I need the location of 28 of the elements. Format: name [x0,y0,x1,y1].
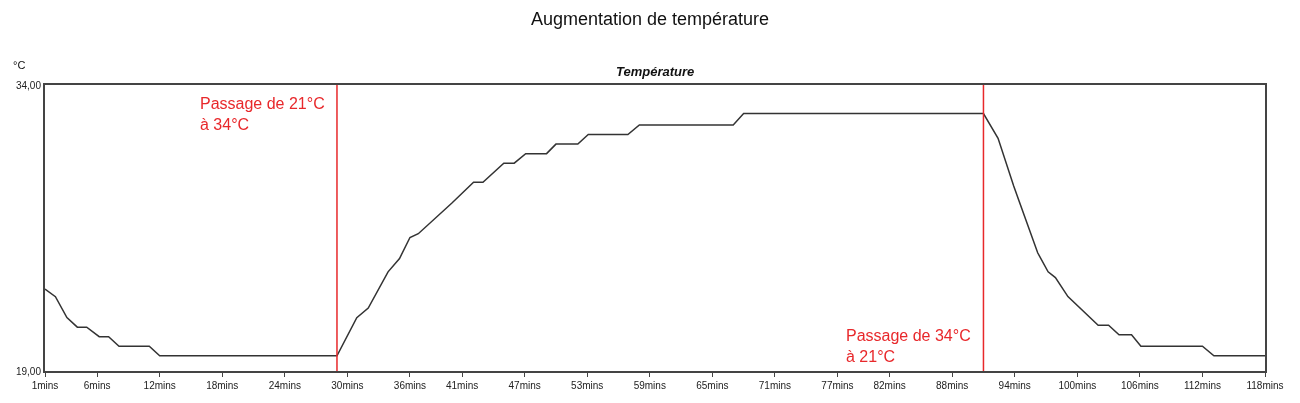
x-tick-label: 82mins [873,380,906,391]
x-tick-label: 77mins [821,380,854,391]
y-tick-label: 19,00 [15,365,42,377]
x-tick-label: 24mins [268,380,301,391]
ref-line-label: Passage de 21°C à 34°C [200,95,325,133]
x-tick-label: 30mins [331,380,364,391]
x-tick-label: 47mins [508,380,541,391]
ref-line-label: Passage de 34°C à 21°C [846,327,971,365]
x-tick-label: 59mins [633,380,666,391]
x-tick-label: 18mins [206,380,239,391]
x-tick-label: 36mins [393,380,427,391]
x-tick-label: 65mins [696,380,729,391]
chart-subtitle: Température [616,64,695,79]
x-tick-label: 71mins [758,380,792,391]
x-tick-label: 88mins [936,380,969,391]
x-tick-label: 106mins [1120,380,1159,391]
x-tick-label: 100mins [1058,380,1097,391]
chart-title: Augmentation de température [530,8,770,29]
x-tick-label: 112mins [1183,380,1221,391]
x-tick-label: 118mins [1246,380,1284,391]
x-tick-label: 1mins [31,380,59,391]
y-tick-label: 34,00 [15,79,42,91]
x-tick-label: 12mins [143,380,176,391]
x-tick-label: 6mins [83,380,111,391]
x-tick-label: 53mins [571,380,604,391]
y-axis-title: °C [13,59,26,71]
x-tick-label: 94mins [998,380,1031,391]
x-tick-label: 41mins [445,380,479,391]
